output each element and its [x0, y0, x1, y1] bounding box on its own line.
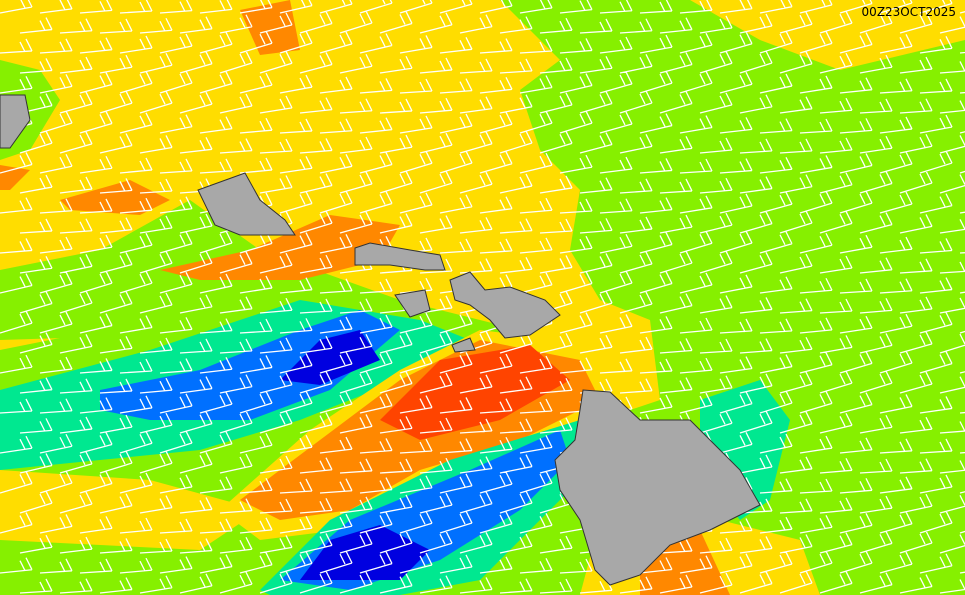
islands	[0, 94, 761, 586]
island-maui	[449, 271, 561, 339]
island-kauai	[0, 94, 31, 149]
field-orange	[160, 215, 400, 280]
field-dark-blue	[300, 525, 430, 580]
island-kahoolawe	[451, 337, 476, 353]
island-hawaii	[554, 389, 761, 586]
field-orange	[240, 0, 300, 55]
field-dark-blue	[280, 330, 380, 385]
timestamp: 00Z23OCT2025	[862, 5, 956, 19]
field-red	[380, 345, 570, 440]
island-oahu	[197, 172, 296, 236]
field-yellow	[0, 470, 260, 550]
island-molokai	[354, 242, 446, 271]
field-blue	[100, 310, 400, 420]
field-orange	[640, 530, 730, 595]
island-lanai	[394, 289, 431, 318]
